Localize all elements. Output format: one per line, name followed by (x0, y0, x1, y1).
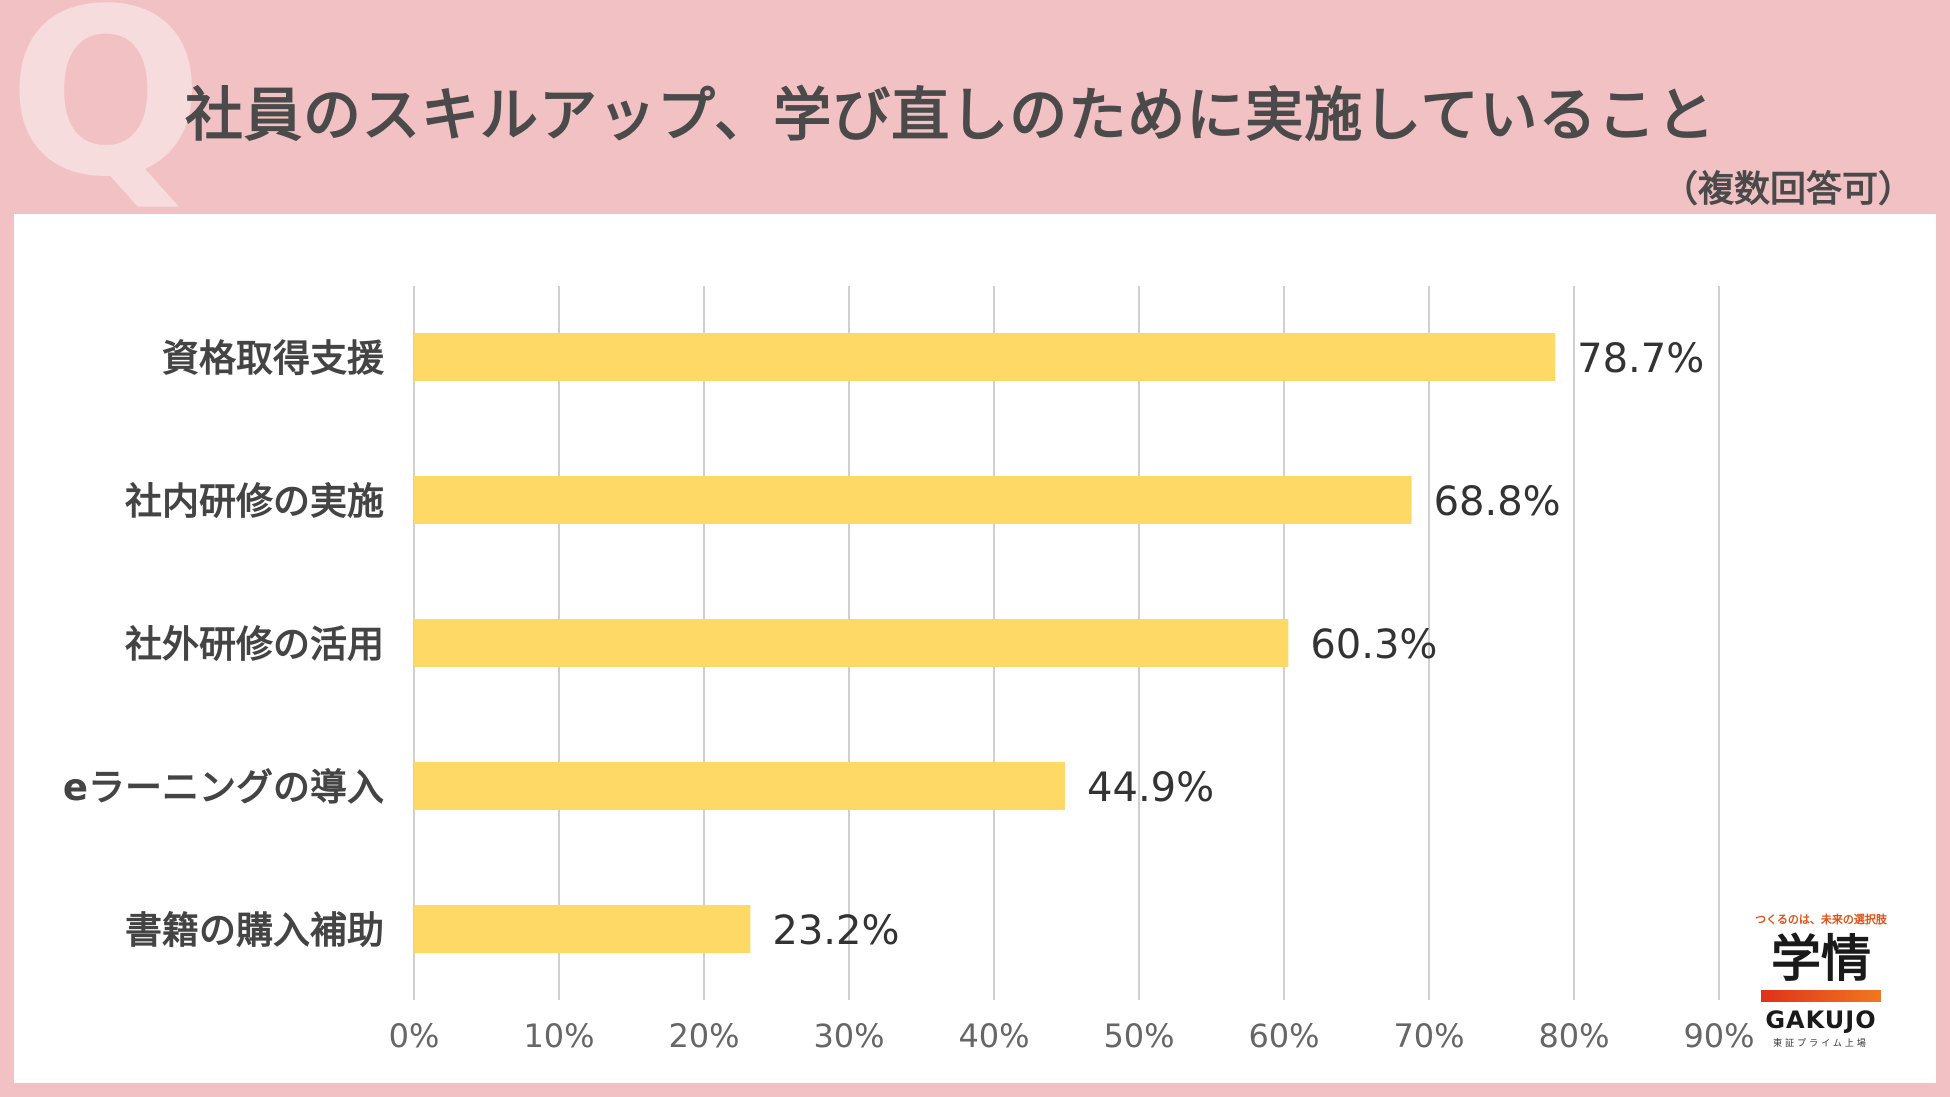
brand-sub: 東証プライム上場 (1773, 1039, 1869, 1049)
brand-logo: つくるのは、未来の選択肢 学情 GAKUJO 東証プライム上場 (1755, 911, 1887, 1050)
page-subtitle: （複数回答可） (1661, 169, 1914, 210)
tick-label: 80% (1538, 1017, 1609, 1055)
brand-tagline: つくるのは、未来の選択肢 (1755, 912, 1887, 926)
brand-bar (1761, 990, 1881, 1002)
bar (414, 619, 1289, 667)
value-label: 60.3% (1310, 622, 1437, 668)
category-label: 資格取得支援 (162, 337, 385, 380)
tick-label: 90% (1683, 1017, 1754, 1055)
tick-label: 20% (668, 1017, 739, 1055)
category-label: 社外研修の活用 (125, 623, 384, 666)
category-label: eラーニングの導入 (63, 766, 384, 809)
bar (414, 333, 1556, 381)
brand-mark: 学情 (1771, 929, 1871, 988)
value-label: 44.9% (1087, 765, 1214, 811)
category-label: 書籍の購入補助 (125, 909, 384, 952)
bar (414, 476, 1412, 524)
page-title: 社員のスキルアップ、学び直しのために実施していること (185, 81, 1716, 149)
value-labels: 78.7% 68.8% 60.3% 44.9% 23.2% (772, 336, 1704, 954)
bar (414, 762, 1066, 810)
brand-name: GAKUJO (1765, 1006, 1877, 1034)
value-label: 68.8% (1434, 479, 1561, 525)
tick-label: 60% (1248, 1017, 1319, 1055)
chart-panel: 資格取得支援社内研修の実施 社外研修の活用 eラーニングの導入書籍の購入補助 78.… (14, 214, 1936, 1083)
value-label: 78.7% (1577, 336, 1704, 382)
tick-label: 50% (1103, 1017, 1174, 1055)
category-label: 社内研修の実施 (125, 480, 384, 523)
q-mark: Q (8, 0, 204, 228)
value-label: 23.2% (772, 908, 899, 954)
tick-label: 40% (958, 1017, 1029, 1055)
bars (414, 333, 1556, 953)
tick-label: 10% (523, 1017, 594, 1055)
bar (414, 905, 751, 953)
tick-labels: 0% 10% 20% 30% 40% 50% 60% 70% 80% 90% (389, 1017, 1755, 1055)
tick-label: 0% (389, 1017, 440, 1055)
tick-label: 70% (1393, 1017, 1464, 1055)
tick-label: 30% (813, 1017, 884, 1055)
